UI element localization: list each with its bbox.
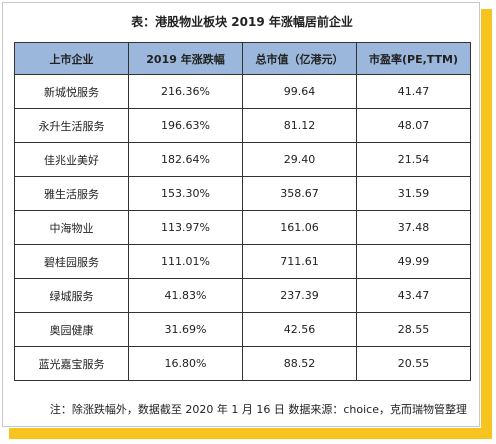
- cell-pe: 31.59: [356, 176, 471, 211]
- cell-company: 奥园健康: [14, 312, 129, 347]
- header-row: 上市企业 2019 年涨跌幅 总市值（亿港元） 市盈率(PE,TTM): [14, 42, 471, 75]
- cell-change: 216.36%: [128, 74, 243, 109]
- table-row: 碧桂园服务 111.01% 711.61 49.99: [14, 244, 471, 279]
- table-row: 永升生活服务 196.63% 81.12 48.07: [14, 108, 471, 143]
- cell-pe: 28.55: [356, 312, 471, 347]
- table-row: 新城悦服务 216.36% 99.64 41.47: [14, 74, 471, 109]
- cell-market-cap: 711.61: [242, 244, 357, 279]
- cell-company: 永升生活服务: [14, 108, 129, 143]
- cell-pe: 41.47: [356, 74, 471, 109]
- accent-bar-bottom: [9, 428, 492, 439]
- header-pe: 市盈率(PE,TTM): [356, 42, 471, 75]
- header-company: 上市企业: [14, 42, 129, 75]
- cell-market-cap: 99.64: [242, 74, 357, 109]
- cell-market-cap: 42.56: [242, 312, 357, 347]
- data-table: 上市企业 2019 年涨跌幅 总市值（亿港元） 市盈率(PE,TTM) 新城悦服…: [14, 42, 471, 381]
- cell-change: 182.64%: [128, 142, 243, 177]
- table-row: 蓝光嘉宝服务 16.80% 88.52 20.55: [14, 346, 471, 381]
- cell-company: 蓝光嘉宝服务: [14, 346, 129, 381]
- cell-market-cap: 29.40: [242, 142, 357, 177]
- table-row: 中海物业 113.97% 161.06 37.48: [14, 210, 471, 245]
- source-note: 注：除涨跌幅外，数据截至 2020 年 1 月 16 日 数据来源：choice…: [49, 403, 467, 416]
- cell-company: 绿城服务: [14, 278, 129, 313]
- cell-change: 153.30%: [128, 176, 243, 211]
- cell-change: 196.63%: [128, 108, 243, 143]
- cell-change: 111.01%: [128, 244, 243, 279]
- cell-market-cap: 81.12: [242, 108, 357, 143]
- table-row: 佳兆业美好 182.64% 29.40 21.54: [14, 142, 471, 177]
- cell-pe: 48.07: [356, 108, 471, 143]
- cell-pe: 20.55: [356, 346, 471, 381]
- cell-market-cap: 88.52: [242, 346, 357, 381]
- cell-change: 16.80%: [128, 346, 243, 381]
- cell-change: 41.83%: [128, 278, 243, 313]
- table-row: 雅生活服务 153.30% 358.67 31.59: [14, 176, 471, 211]
- cell-market-cap: 161.06: [242, 210, 357, 245]
- cell-market-cap: 237.39: [242, 278, 357, 313]
- cell-pe: 49.99: [356, 244, 471, 279]
- cell-pe: 21.54: [356, 142, 471, 177]
- cell-change: 31.69%: [128, 312, 243, 347]
- header-market-cap: 总市值（亿港元）: [242, 42, 357, 75]
- table-row: 绿城服务 41.83% 237.39 43.47: [14, 278, 471, 313]
- table-title: 表：港股物业板块 2019 年涨幅居前企业: [131, 15, 353, 29]
- cell-change: 113.97%: [128, 210, 243, 245]
- cell-market-cap: 358.67: [242, 176, 357, 211]
- cell-company: 中海物业: [14, 210, 129, 245]
- cell-pe: 37.48: [356, 210, 471, 245]
- header-change: 2019 年涨跌幅: [128, 42, 243, 75]
- cell-company: 佳兆业美好: [14, 142, 129, 177]
- table-row: 奥园健康 31.69% 42.56 28.55: [14, 312, 471, 347]
- cell-company: 雅生活服务: [14, 176, 129, 211]
- cell-company: 新城悦服务: [14, 74, 129, 109]
- cell-pe: 43.47: [356, 278, 471, 313]
- accent-bar-right: [481, 9, 492, 435]
- figure-frame: 表：港股物业板块 2019 年涨幅居前企业 上市企业 2019 年涨跌幅 总市值…: [2, 2, 480, 427]
- cell-company: 碧桂园服务: [14, 244, 129, 279]
